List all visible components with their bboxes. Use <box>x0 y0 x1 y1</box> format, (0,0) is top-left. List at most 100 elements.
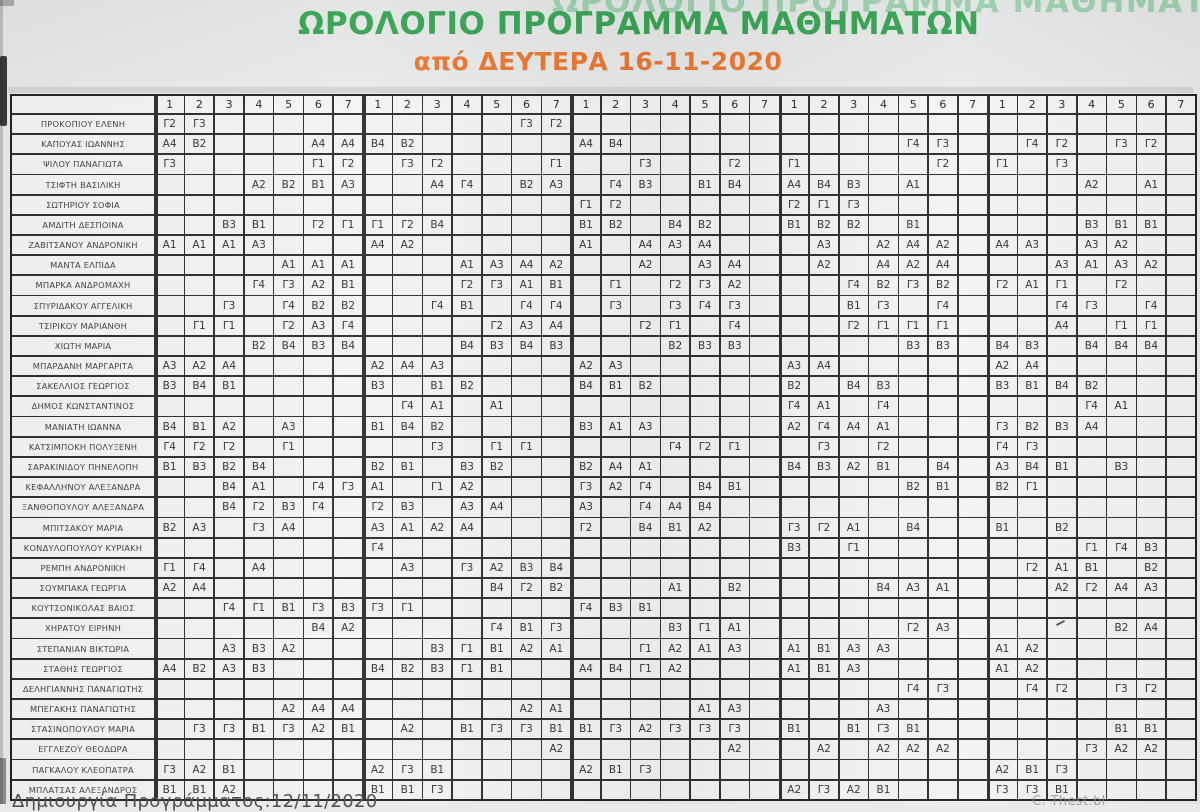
schedule-cell <box>542 235 571 255</box>
schedule-cell <box>750 417 779 436</box>
schedule-cell <box>661 760 690 779</box>
schedule-cell: Α2 <box>482 558 511 578</box>
schedule-cell <box>482 760 511 779</box>
teacher-name-cell: ΠΡΟΚΟΠΙΟΥ ΕΛΕΝΗ <box>12 114 154 134</box>
schedule-cell <box>839 699 868 719</box>
schedule-cell: Β2 <box>720 578 749 598</box>
schedule-cell <box>601 437 630 456</box>
schedule-cell <box>1047 195 1077 214</box>
teacher-name-cell: ΕΓΓΛΕΖΟΥ ΘΕΟΔΩΡΑ <box>12 740 154 759</box>
schedule-cell: Γ1 <box>185 316 214 335</box>
schedule-cell <box>958 276 987 295</box>
schedule-cell <box>928 356 958 376</box>
schedule-cell: Α3 <box>214 659 244 678</box>
schedule-cell <box>1166 679 1195 699</box>
schedule-cell <box>452 215 482 235</box>
schedule-cell: Β3 <box>155 377 184 396</box>
schedule-cell <box>750 659 779 678</box>
schedule-cell <box>482 195 511 214</box>
schedule-cell <box>542 659 571 678</box>
schedule-cell: Α3 <box>542 175 571 194</box>
schedule-cell <box>720 417 749 436</box>
schedule-cell <box>631 740 660 759</box>
schedule-cell: Α1 <box>1047 558 1077 578</box>
schedule-cell <box>1018 397 1047 416</box>
schedule-cell <box>899 699 928 719</box>
schedule-cell <box>274 538 303 557</box>
schedule-cell <box>958 377 987 396</box>
schedule-cell <box>423 679 452 699</box>
schedule-cell <box>1137 457 1166 477</box>
period-header-cell: 1 <box>363 96 392 113</box>
schedule-cell <box>304 235 333 255</box>
schedule-cell: Α3 <box>571 498 601 517</box>
schedule-cell: Α1 <box>304 256 333 275</box>
schedule-cell: Α4 <box>631 235 660 255</box>
schedule-cell <box>333 417 363 436</box>
schedule-cell <box>869 659 898 678</box>
schedule-cell: Α3 <box>661 235 690 255</box>
schedule-cell <box>571 256 601 275</box>
schedule-cell: Α2 <box>393 235 422 255</box>
schedule-cell <box>780 114 809 134</box>
schedule-cell <box>304 356 333 376</box>
schedule-cell <box>958 599 987 618</box>
timetable-grid: 1 2 3 4 5 6 7 1 2 3 4 5 6 7 1 2 3 4 5 6 7 1 2 3 4 5 6 7 1 2 3 4 5 6 7 ΠΡΟΚΟ… <box>10 94 1197 801</box>
schedule-cell <box>1047 498 1077 517</box>
schedule-cell <box>393 477 422 497</box>
schedule-cell <box>214 276 244 295</box>
schedule-cell <box>393 437 422 456</box>
schedule-cell <box>780 679 809 699</box>
schedule-cell <box>304 780 333 799</box>
schedule-cell <box>780 296 809 315</box>
schedule-cell <box>185 336 214 356</box>
schedule-cell <box>869 558 898 578</box>
schedule-cell <box>780 740 809 759</box>
schedule-cell: Α4 <box>393 356 422 376</box>
schedule-cell: Γ2 <box>869 437 898 456</box>
schedule-cell: Α3 <box>720 699 749 719</box>
schedule-cell: Γ4 <box>869 397 898 416</box>
schedule-cell: Α4 <box>333 134 363 154</box>
schedule-cell: Β4 <box>899 518 928 537</box>
schedule-cell: Α3 <box>244 235 273 255</box>
schedule-cell: Β2 <box>661 336 690 356</box>
schedule-cell <box>988 578 1017 598</box>
schedule-cell <box>512 538 541 557</box>
schedule-cell <box>571 316 601 335</box>
schedule-cell <box>690 558 720 578</box>
schedule-cell: Γ1 <box>1107 316 1136 335</box>
schedule-cell <box>1166 417 1195 436</box>
schedule-cell: Α2 <box>839 780 868 799</box>
schedule-cell: Β1 <box>185 780 214 799</box>
schedule-cell <box>661 538 690 557</box>
schedule-cell: Β3 <box>512 558 541 578</box>
schedule-cell <box>988 256 1017 275</box>
schedule-cell <box>1077 155 1106 174</box>
schedule-cell <box>155 316 184 335</box>
schedule-cell <box>571 558 601 578</box>
schedule-cell <box>214 134 244 154</box>
schedule-cell: Α1 <box>571 235 601 255</box>
schedule-cell <box>155 477 184 497</box>
schedule-cell <box>928 215 958 235</box>
period-header-cell: 4 <box>244 96 273 113</box>
schedule-cell: Α2 <box>661 659 690 678</box>
schedule-cell <box>988 558 1017 578</box>
period-header-cell: 3 <box>839 96 868 113</box>
schedule-cell: Β4 <box>809 175 839 194</box>
schedule-cell <box>958 155 987 174</box>
teacher-name-cell: ΜΠΙΤΣΑΚΟΥ ΜΑΡΙΑ <box>12 518 154 537</box>
schedule-cell <box>452 114 482 134</box>
schedule-cell <box>690 659 720 678</box>
schedule-cell <box>1077 498 1106 517</box>
schedule-cell <box>839 619 868 638</box>
schedule-cell <box>1166 699 1195 719</box>
schedule-cell <box>1166 235 1195 255</box>
schedule-cell <box>720 558 749 578</box>
schedule-cell: Α2 <box>244 175 273 194</box>
schedule-cell <box>988 679 1017 699</box>
schedule-cell: Α3 <box>720 639 749 658</box>
schedule-cell <box>958 336 987 356</box>
schedule-cell: Β4 <box>869 578 898 598</box>
